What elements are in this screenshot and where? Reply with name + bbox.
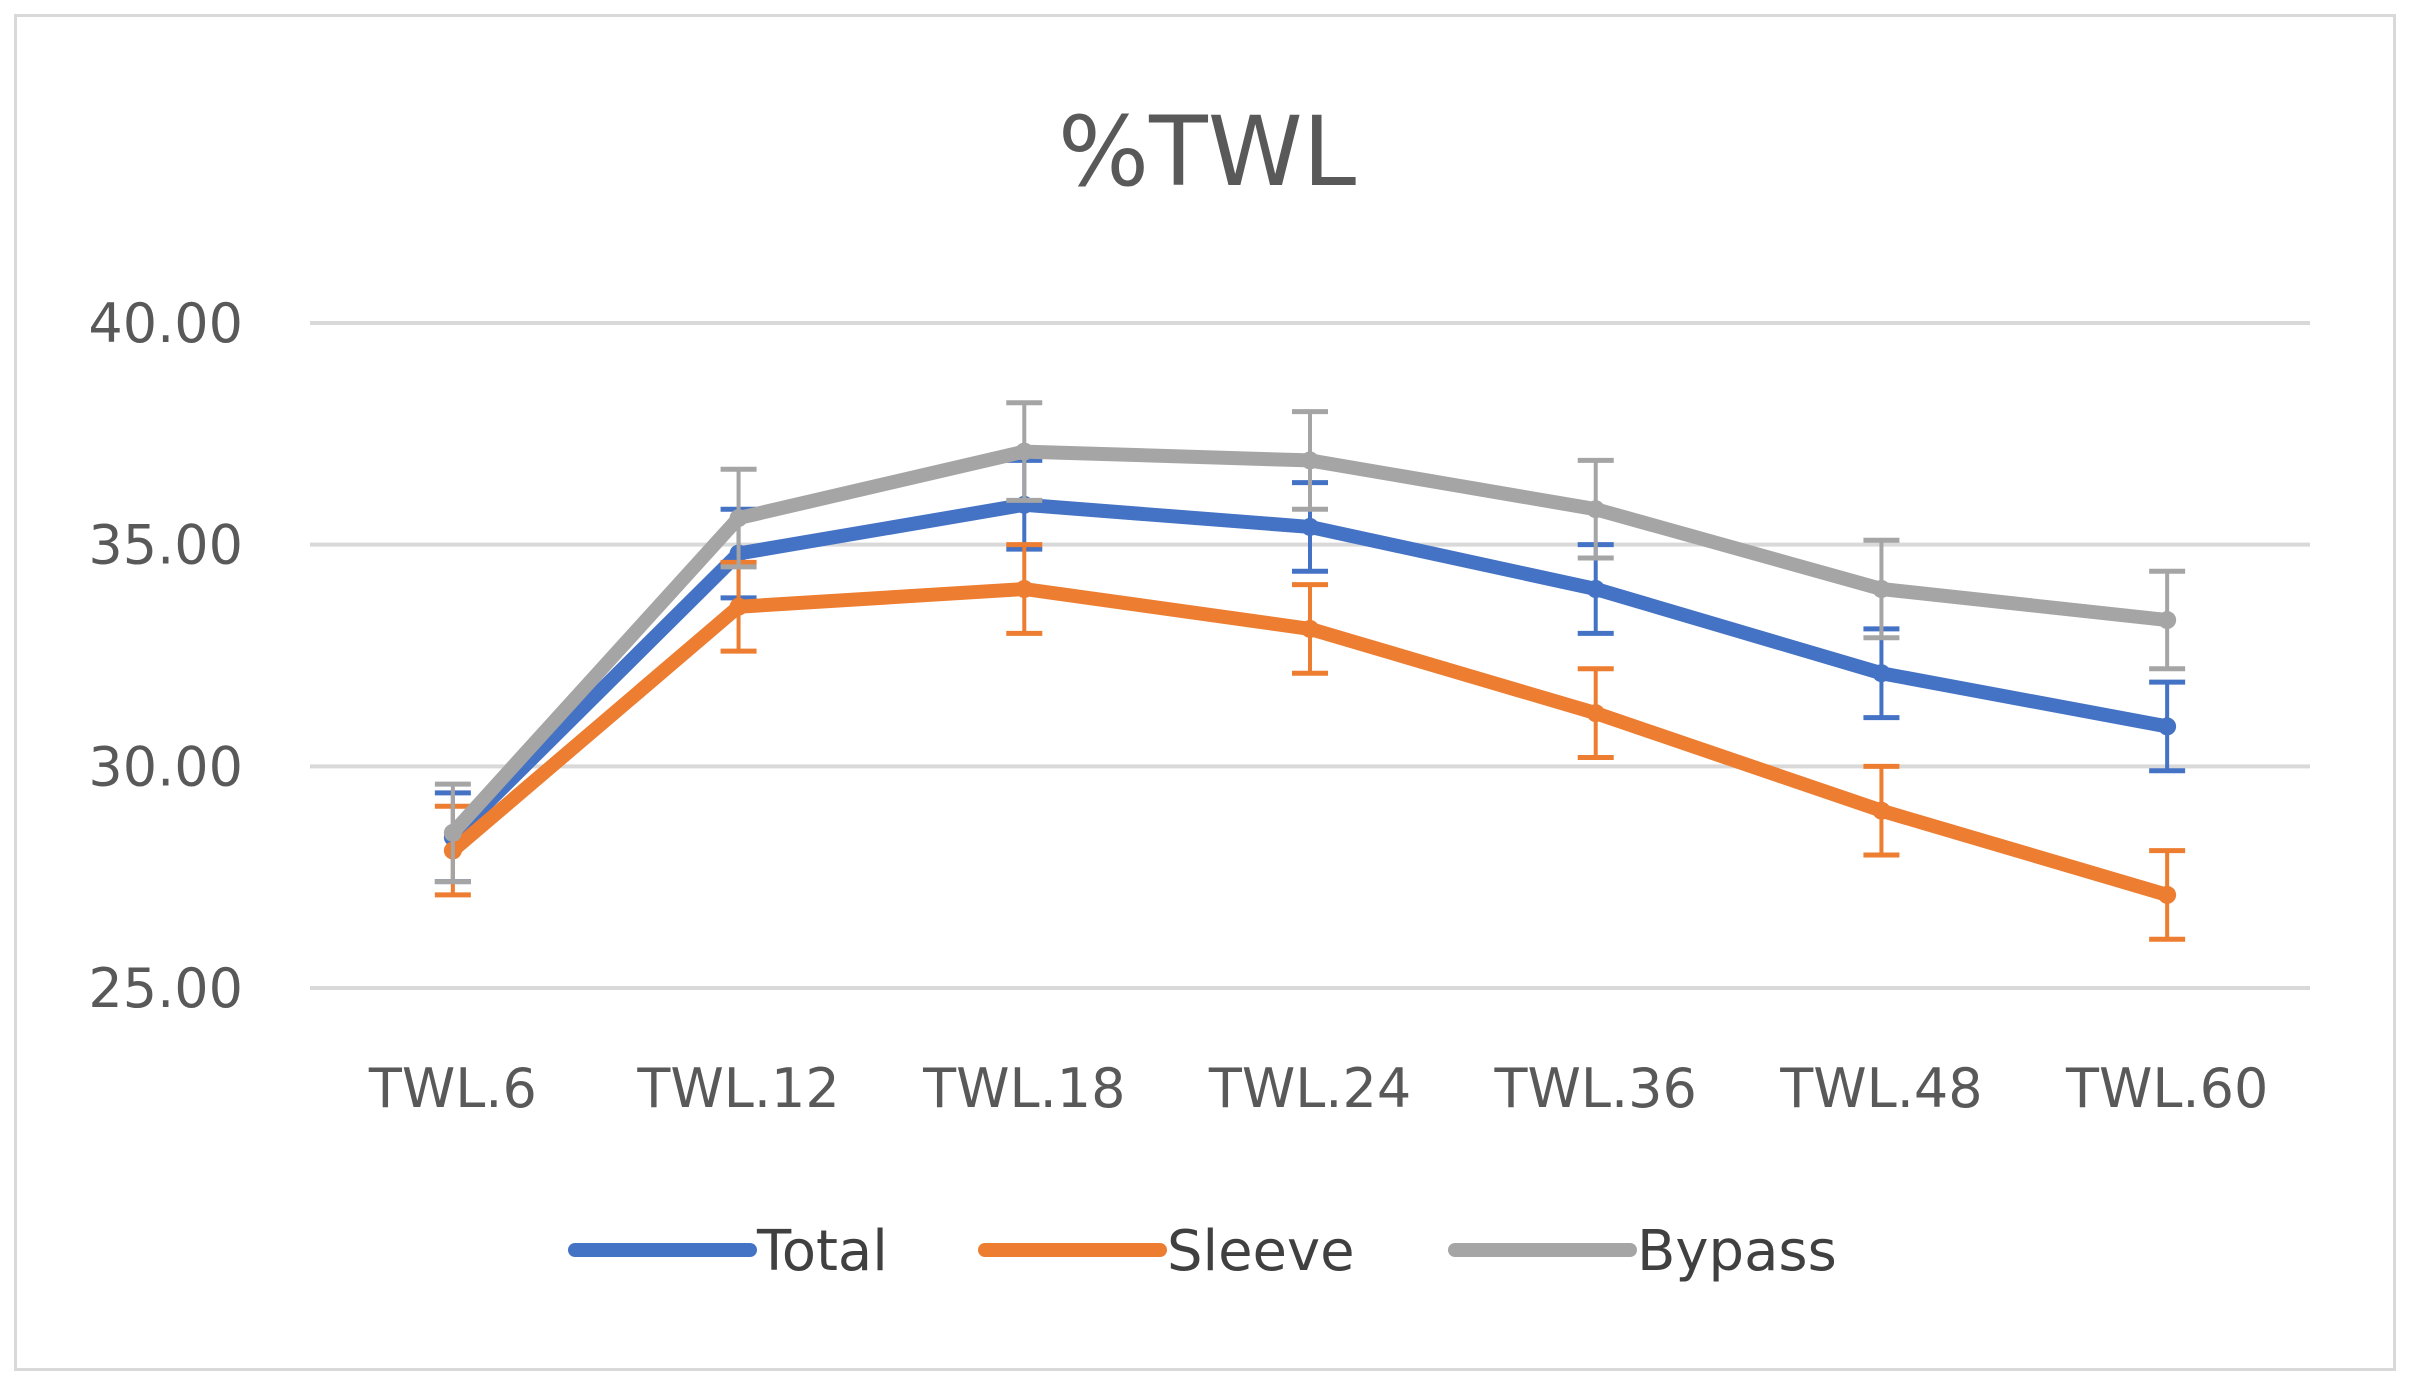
x-tick-label: TWL.18 xyxy=(922,1057,1125,1120)
series-layer xyxy=(434,400,2186,942)
y-tick-label: 40.00 xyxy=(88,292,243,355)
data-point xyxy=(1015,442,1034,461)
data-point xyxy=(1015,580,1034,598)
y-tick-label: 35.00 xyxy=(88,514,243,577)
x-tick-label: TWL.48 xyxy=(1779,1057,1982,1120)
legend-label: Sleeve xyxy=(1167,1219,1355,1284)
legend-label: Total xyxy=(756,1219,888,1284)
legend-item-sleeve: Sleeve xyxy=(978,1219,1355,1284)
legend-item-bypass: Bypass xyxy=(1448,1219,1837,1284)
x-axis-ticks: TWL.6 TWL.12 TWL.18 TWL.24 TWL.36 TWL.48 TWL.6… xyxy=(368,1057,2268,1120)
x-tick-label: TWL.24 xyxy=(1208,1057,1411,1120)
data-point xyxy=(729,597,748,616)
x-tick-label: TWL.60 xyxy=(2065,1057,2268,1120)
x-tick-label: TWL.36 xyxy=(1494,1057,1697,1120)
data-point xyxy=(2158,717,2177,736)
data-point xyxy=(1301,451,1319,470)
legend-label: Bypass xyxy=(1637,1219,1837,1284)
data-point xyxy=(1872,580,1891,598)
y-tick-label: 25.00 xyxy=(88,957,243,1020)
data-point xyxy=(2158,885,2177,904)
data-point xyxy=(2158,611,2177,630)
series-bypass xyxy=(434,400,2186,885)
data-point xyxy=(1586,704,1605,723)
data-point xyxy=(1586,500,1605,519)
legend: Total Sleeve Bypass xyxy=(568,1219,1837,1284)
chart-title: %TWL xyxy=(1058,96,1356,208)
data-point xyxy=(1586,580,1605,598)
data-point xyxy=(1301,517,1319,536)
legend-item-total: Total xyxy=(568,1219,888,1284)
data-point xyxy=(1301,619,1319,638)
x-tick-label: TWL.12 xyxy=(636,1057,839,1120)
y-tick-label: 30.00 xyxy=(88,735,243,798)
data-point xyxy=(1872,664,1891,683)
data-point xyxy=(1872,801,1891,820)
data-point xyxy=(443,823,462,842)
x-tick-label: TWL.6 xyxy=(368,1057,537,1120)
data-point xyxy=(729,509,748,528)
series-sleeve xyxy=(434,542,2186,942)
y-axis-ticks: 25.00 30.00 35.00 40.00 xyxy=(88,292,243,1020)
